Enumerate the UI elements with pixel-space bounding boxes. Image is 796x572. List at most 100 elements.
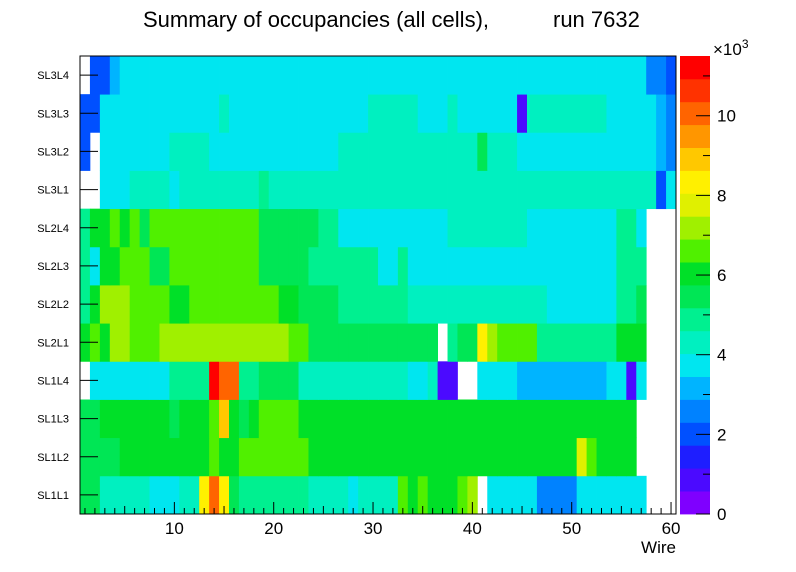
heatmap-cell [209,208,220,248]
heatmap-cell [487,132,498,171]
heatmap-cell [487,208,498,248]
heatmap-cell [119,285,131,324]
heatmap-cell [209,246,220,286]
heatmap-cell [407,475,419,515]
heatmap-cell [278,361,289,400]
heatmap-cell [397,208,409,248]
heatmap-cell [219,246,230,286]
heatmap-cell [368,361,379,400]
heatmap-cell [169,132,180,171]
heatmap-cell [397,323,409,362]
heatmap-cell [517,94,528,133]
heatmap-cell [556,246,568,286]
heatmap-cell [358,437,369,477]
heatmap-cell [278,323,289,362]
heatmap-cell [447,170,458,210]
heatmap-cell [636,56,647,95]
heatmap-cell [189,132,200,171]
heatmap-cell [397,246,409,286]
heatmap-cell [467,475,478,515]
heatmap-cell [497,94,508,133]
heatmap-cell [616,475,627,515]
z-tick-label: 4 [717,346,726,365]
heatmap-cell [576,361,587,400]
color-scale-segment [680,376,710,400]
heatmap-cell [566,285,578,324]
heatmap-cell [527,132,538,171]
heatmap-cell [626,56,637,95]
heatmap-cell [129,132,140,171]
heatmap-cell [268,285,280,324]
heatmap-cell [258,94,270,133]
heatmap-cell [248,208,260,248]
heatmap-cell [238,399,250,439]
color-scale: 0 2 4 6 8 10 [680,56,736,524]
heatmap-cell [159,475,170,515]
heatmap-cell [467,323,478,362]
row-label: SL2L1 [37,337,69,349]
heatmap-cell [507,475,518,515]
heatmap-cell [368,208,379,248]
heatmap-cell [199,361,210,400]
heatmap-cell [477,56,488,95]
heatmap-cell [447,56,458,95]
heatmap-cell [507,94,518,133]
heatmap-cell [99,132,111,171]
heatmap-cell [397,56,409,95]
heatmap-cell [546,94,558,133]
heatmap-cell [139,285,150,324]
heatmap-cell [437,170,448,210]
color-scale-segment [680,468,710,492]
heatmap-cell [358,246,369,286]
color-scale-segment [680,124,710,148]
heatmap-cell [427,437,438,477]
heatmap-cell [99,56,111,95]
heatmap-cell [616,246,627,286]
heatmap-cell [328,285,339,324]
heatmap-cell [248,94,260,133]
heatmap-cell [169,475,180,515]
heatmap-cell [606,285,617,324]
heatmap-cell [129,94,140,133]
heatmap-cell [576,323,587,362]
heatmap-cell [417,437,429,477]
heatmap-cell [139,361,150,400]
heatmap-cell [427,246,438,286]
heatmap-cell [378,246,389,286]
heatmap-cell [179,399,190,439]
heatmap-cell [596,132,607,171]
heatmap-cell [527,437,538,477]
heatmap-cell [546,132,558,171]
heatmap-cell [636,132,647,171]
heatmap-cell [169,94,180,133]
heatmap-cell [268,132,280,171]
heatmap-cell [139,208,150,248]
heatmap-cell [209,170,220,210]
heatmap-cell [199,170,210,210]
heatmap-cell [308,361,319,400]
heatmap-cell [199,399,210,439]
heatmap-cell [556,285,568,324]
heatmap-cell [626,399,637,439]
heatmap-cell [119,94,131,133]
heatmap-cell [159,361,170,400]
heatmap-cell [169,56,180,95]
heatmap-cell [397,132,409,171]
heatmap-cell [278,94,289,133]
heatmap-cell [288,285,299,324]
heatmap-cell [437,399,448,439]
heatmap-cell [507,56,518,95]
x-tick-label: 20 [264,519,283,538]
heatmap-cell [149,361,160,400]
heatmap-cell [248,475,260,515]
heatmap-cell [139,437,150,477]
heatmap-cell [199,475,210,515]
heatmap-cell [318,208,329,248]
heatmap-cell [397,475,409,515]
heatmap-cell [586,361,597,400]
heatmap-cell [447,437,458,477]
row-label: SL2L3 [37,261,69,273]
heatmap-cell [99,208,111,248]
heatmap-cell [586,208,597,248]
heatmap-cell [576,208,587,248]
